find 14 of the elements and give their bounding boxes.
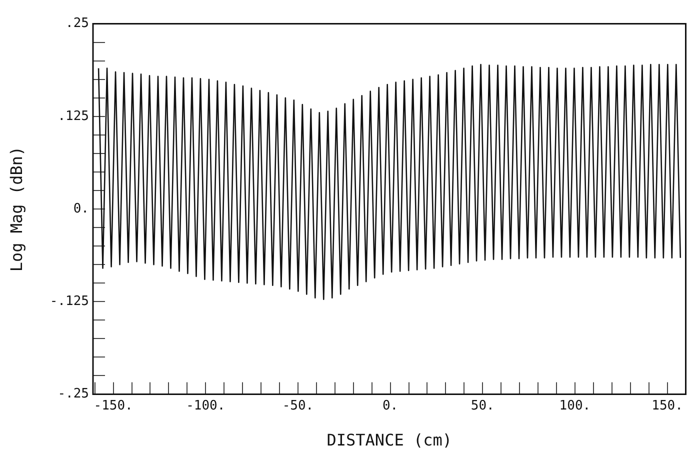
y-tick-label: .25 — [66, 16, 89, 32]
x-tick-label: 50. — [470, 398, 494, 414]
y-tick-label: -.125 — [50, 294, 89, 309]
x-tick-label: 0. — [382, 398, 398, 414]
y-tick-label: .125 — [58, 108, 89, 124]
x-axis-title: DISTANCE (cm) — [326, 430, 452, 450]
y-axis-title: Log Mag (dBn) — [6, 146, 26, 272]
x-tick-label: -150. — [94, 398, 133, 414]
x-tick-label: -50. — [282, 398, 314, 414]
x-tick-label: 100. — [559, 398, 591, 414]
y-tick-label: 0. — [73, 201, 89, 216]
x-tick-label: 150. — [652, 398, 683, 414]
y-tick-label: -.25 — [58, 386, 89, 402]
x-tick-label: -100. — [186, 398, 226, 414]
